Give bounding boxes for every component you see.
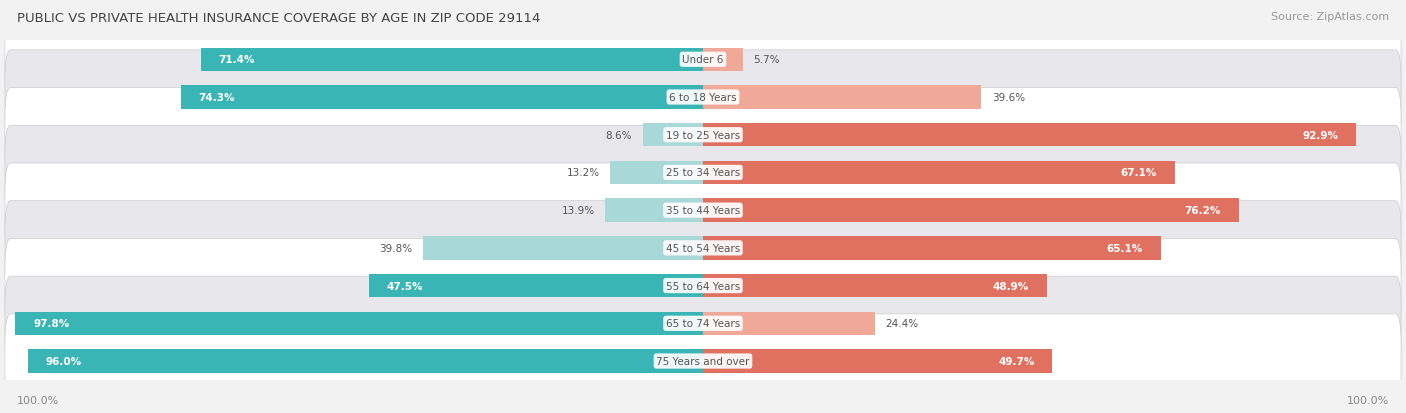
Text: Source: ZipAtlas.com: Source: ZipAtlas.com [1271, 12, 1389, 22]
Text: 100.0%: 100.0% [1347, 395, 1389, 405]
Bar [181, 86, 703, 109]
Bar [703, 312, 875, 335]
Text: Under 6: Under 6 [682, 55, 724, 65]
Text: 35 to 44 Years: 35 to 44 Years [666, 206, 740, 216]
Text: 100.0%: 100.0% [17, 395, 59, 405]
FancyBboxPatch shape [6, 51, 1400, 145]
Text: 39.6%: 39.6% [993, 93, 1025, 103]
Bar [201, 48, 703, 72]
FancyBboxPatch shape [6, 314, 1400, 408]
FancyBboxPatch shape [6, 276, 1400, 370]
Text: 55 to 64 Years: 55 to 64 Years [666, 281, 740, 291]
Bar [703, 199, 1239, 222]
Bar [643, 124, 703, 147]
FancyBboxPatch shape [6, 126, 1400, 220]
FancyBboxPatch shape [6, 239, 1400, 333]
Text: 8.6%: 8.6% [606, 131, 633, 140]
Text: 6 to 18 Years: 6 to 18 Years [669, 93, 737, 103]
Bar [703, 237, 1161, 260]
Text: 92.9%: 92.9% [1302, 131, 1339, 140]
Text: 19 to 25 Years: 19 to 25 Years [666, 131, 740, 140]
Bar [703, 161, 1175, 185]
Bar [610, 161, 703, 185]
Text: 13.2%: 13.2% [567, 168, 599, 178]
Text: 65.1%: 65.1% [1107, 243, 1143, 253]
Bar [703, 86, 981, 109]
Text: 71.4%: 71.4% [218, 55, 254, 65]
Bar [606, 199, 703, 222]
Text: 76.2%: 76.2% [1185, 206, 1220, 216]
Text: PUBLIC VS PRIVATE HEALTH INSURANCE COVERAGE BY AGE IN ZIP CODE 29114: PUBLIC VS PRIVATE HEALTH INSURANCE COVER… [17, 12, 540, 25]
Text: 48.9%: 48.9% [993, 281, 1029, 291]
Bar [15, 312, 703, 335]
Text: 5.7%: 5.7% [754, 55, 780, 65]
Text: 13.9%: 13.9% [561, 206, 595, 216]
Text: 47.5%: 47.5% [387, 281, 423, 291]
Bar [703, 48, 744, 72]
FancyBboxPatch shape [6, 88, 1400, 183]
Text: 96.0%: 96.0% [45, 356, 82, 366]
Bar [703, 274, 1046, 297]
Text: 65 to 74 Years: 65 to 74 Years [666, 318, 740, 328]
Text: 67.1%: 67.1% [1121, 168, 1157, 178]
Bar [703, 349, 1052, 373]
FancyBboxPatch shape [6, 164, 1400, 258]
FancyBboxPatch shape [6, 13, 1400, 107]
Bar [368, 274, 703, 297]
Text: 97.8%: 97.8% [32, 318, 69, 328]
Bar [423, 237, 703, 260]
Text: 74.3%: 74.3% [198, 93, 235, 103]
Bar [703, 124, 1355, 147]
Text: 39.8%: 39.8% [380, 243, 413, 253]
FancyBboxPatch shape [6, 201, 1400, 295]
Text: 25 to 34 Years: 25 to 34 Years [666, 168, 740, 178]
Text: 49.7%: 49.7% [998, 356, 1035, 366]
Bar [28, 349, 703, 373]
Text: 45 to 54 Years: 45 to 54 Years [666, 243, 740, 253]
Text: 75 Years and over: 75 Years and over [657, 356, 749, 366]
Text: 24.4%: 24.4% [886, 318, 918, 328]
